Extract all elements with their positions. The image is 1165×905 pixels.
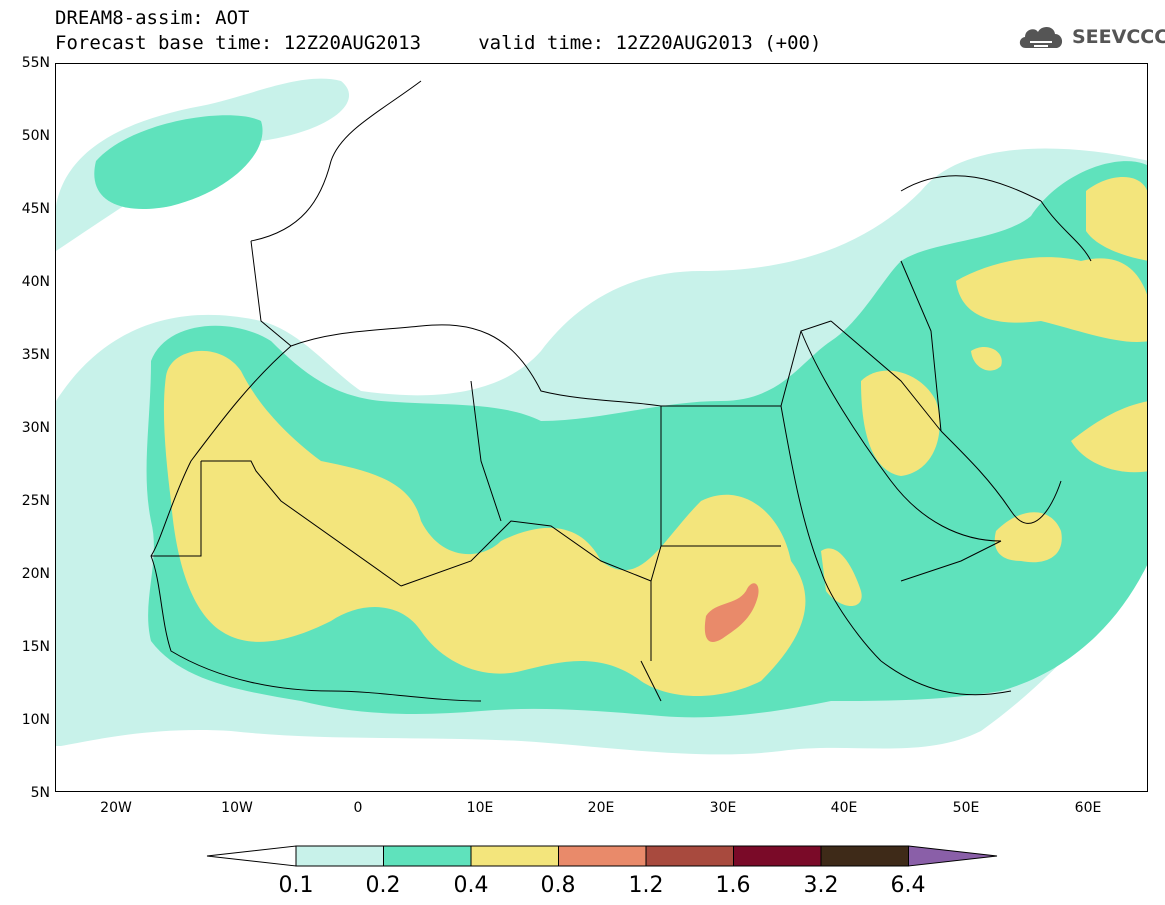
colorbar-swatch-1.6 xyxy=(733,845,822,867)
colorbar-swatch-0.2 xyxy=(383,845,472,867)
cloud-icon xyxy=(1019,26,1063,48)
lat-label-20n: 20N xyxy=(21,566,50,582)
lat-label-40n: 40N xyxy=(21,274,50,290)
aot-map xyxy=(55,63,1148,792)
border-mauritania xyxy=(151,461,202,557)
colorbar-swatch-3.2 xyxy=(820,845,909,867)
lat-label-35n: 35N xyxy=(21,347,50,363)
coastline-north-africa xyxy=(290,320,832,407)
aot-region-0.4-arabia-north xyxy=(861,370,940,476)
lon-label-20w: 20W xyxy=(100,800,132,816)
border-sahara-west xyxy=(201,460,402,587)
aot-level-0.8 xyxy=(704,583,759,642)
aot-region-0.8-sudan xyxy=(704,583,759,642)
aot-region-0.4-iran-south xyxy=(1071,401,1147,473)
lat-label-30n: 30N xyxy=(21,420,50,436)
coastline-caspian xyxy=(1040,200,1092,262)
aot-region-0.4-west-sahara xyxy=(163,350,806,696)
colorbar-label-6.4: 6.4 xyxy=(890,873,926,898)
colorbar-under-triangle xyxy=(206,845,297,867)
aot-field xyxy=(56,78,1147,755)
lon-label-10w: 10W xyxy=(221,800,253,816)
colorbar-swatch-1.2 xyxy=(645,845,734,867)
aot-region-0.1-atlantic xyxy=(56,78,350,252)
colorbar-swatch-0.4 xyxy=(470,845,559,867)
lon-label-40e: 40E xyxy=(830,800,858,816)
colorbar-label-0.2: 0.2 xyxy=(365,873,401,898)
aot-region-0.4-iran xyxy=(956,257,1147,342)
coastline-black-sea xyxy=(900,175,1042,202)
colorbar-label-0.1: 0.1 xyxy=(278,873,314,898)
lat-label-50n: 50N xyxy=(21,128,50,144)
forecast-times: Forecast base time: 12Z20AUG2013 valid t… xyxy=(55,32,822,54)
colorbar-label-3.2: 3.2 xyxy=(803,873,839,898)
lon-label-20e: 20E xyxy=(587,800,615,816)
coastline-red-sea xyxy=(780,330,1002,662)
colorbar-swatch-0.8 xyxy=(558,845,647,867)
aot-level-0.4 xyxy=(163,177,1147,696)
border-chad-sudan xyxy=(640,545,662,702)
aot-region-0.4-red-sea xyxy=(821,548,862,606)
colorbar-over-triangle xyxy=(908,845,998,867)
seevccc-logo: SEEVCCC xyxy=(1016,22,1165,52)
aot-region-0.4-caspian xyxy=(1086,177,1147,261)
lon-label-60e: 60E xyxy=(1074,800,1102,816)
coastline-west-africa xyxy=(150,345,482,702)
colorbar-label-1.2: 1.2 xyxy=(628,873,664,898)
border-algeria-libya xyxy=(470,380,502,522)
lat-label-45n: 45N xyxy=(21,201,50,217)
aot-region-0.2-atlantic-blob xyxy=(94,115,263,209)
lat-label-55n: 55N xyxy=(21,55,50,71)
colorbar-swatch-0.1 xyxy=(295,845,384,867)
logo-text: SEEVCCC xyxy=(1072,26,1165,48)
colorbar-label-1.6: 1.6 xyxy=(715,873,751,898)
lat-label-25n: 25N xyxy=(21,493,50,509)
coastlines xyxy=(150,80,1092,702)
aot-region-0.4-gulf xyxy=(994,512,1062,563)
lon-label-10e: 10E xyxy=(466,800,494,816)
border-iran-iraq xyxy=(900,260,942,432)
colorbar-label-0.8: 0.8 xyxy=(540,873,576,898)
coastline-horn-of-africa xyxy=(880,660,1012,696)
coastline-persian-gulf xyxy=(940,430,1062,524)
lat-label-15n: 15N xyxy=(21,639,50,655)
lon-label-0: 0 xyxy=(353,800,363,816)
lon-label-30e: 30E xyxy=(709,800,737,816)
aot-region-0.4-iran-small xyxy=(971,346,1002,371)
lat-label-5n: 5N xyxy=(30,785,50,801)
border-saudi-arabia xyxy=(830,320,1002,582)
colorbar-label-0.4: 0.4 xyxy=(453,873,489,898)
coastline-iberia-europe xyxy=(250,80,422,347)
lon-label-50e: 50E xyxy=(952,800,980,816)
lat-label-10n: 10N xyxy=(21,712,50,728)
map-title: DREAM8-assim: AOT xyxy=(55,7,250,29)
